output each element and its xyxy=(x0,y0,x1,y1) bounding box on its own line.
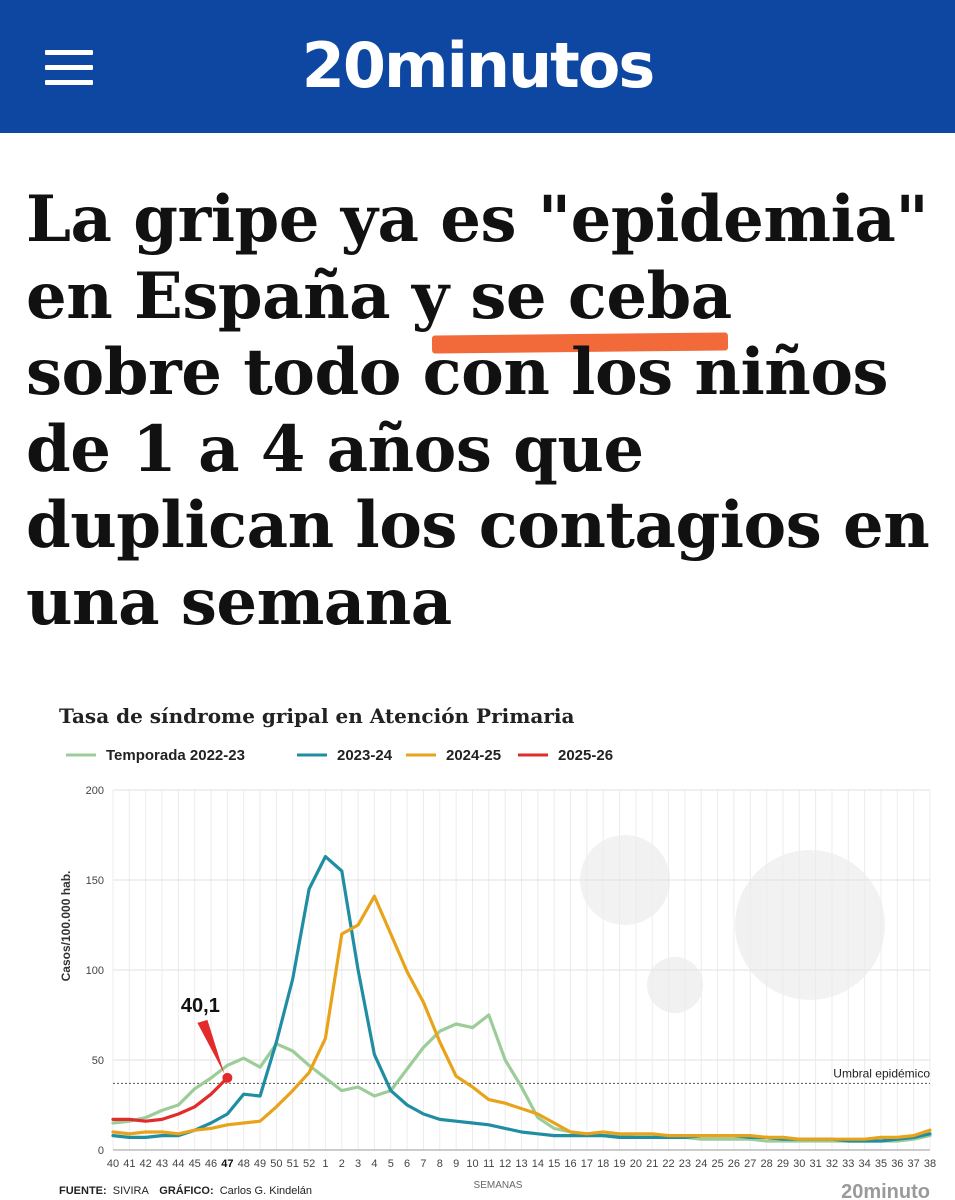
x-tick-label: 52 xyxy=(303,1158,315,1170)
x-tick-label: 43 xyxy=(156,1158,168,1170)
x-tick-label: 51 xyxy=(287,1158,299,1170)
x-tick-label: 34 xyxy=(859,1158,871,1170)
y-tick-label: 50 xyxy=(92,1055,104,1067)
x-tick-label: 29 xyxy=(777,1158,789,1170)
chart-title: Tasa de síndrome gripal en Atención Prim… xyxy=(59,704,574,728)
x-tick-label: 24 xyxy=(695,1158,707,1170)
virus-watermark-decoration xyxy=(580,835,885,1013)
y-tick-label: 0 xyxy=(98,1145,104,1157)
x-tick-label: 44 xyxy=(172,1158,184,1170)
headline-line: sobre todo con los niños xyxy=(26,335,889,410)
footer-source-label: FUENTE: xyxy=(59,1185,107,1197)
x-tick-label: 11 xyxy=(483,1158,494,1170)
x-tick-label: 32 xyxy=(826,1158,838,1170)
legend-label: 2023-24 xyxy=(337,747,393,764)
legend-label: 2025-26 xyxy=(558,747,613,764)
x-tick-label: 5 xyxy=(388,1158,394,1170)
chart-grid xyxy=(112,789,931,1151)
x-tick-label: 41 xyxy=(123,1158,135,1170)
article-headline: La gripe ya es "epidemia" en España y se… xyxy=(26,182,941,641)
chart-series xyxy=(111,855,932,1143)
x-tick-label: 50 xyxy=(270,1158,282,1170)
x-tick-label: 42 xyxy=(140,1158,152,1170)
x-tick-label: 9 xyxy=(453,1158,459,1170)
flu-rate-chart: Tasa de síndrome gripal en Atención Prim… xyxy=(59,704,936,1200)
x-tick-label: 45 xyxy=(189,1158,201,1170)
chart-legend: Temporada 2022-23 2023-24 2024-25 2025-26 xyxy=(66,747,613,764)
series-line xyxy=(111,894,932,1141)
x-tick-label: 40 xyxy=(107,1158,119,1170)
annotation-dot xyxy=(222,1072,233,1083)
x-tick-label: 22 xyxy=(662,1158,674,1170)
x-tick-label: 36 xyxy=(891,1158,903,1170)
x-tick-label: 26 xyxy=(728,1158,740,1170)
headline-line: en España y se ceba xyxy=(26,258,732,334)
x-tick-label: 3 xyxy=(355,1158,361,1170)
hamburger-menu-icon[interactable] xyxy=(45,50,93,86)
x-tick-label: 13 xyxy=(515,1158,527,1170)
legend-label: 2024-25 xyxy=(446,747,501,764)
annotation-arrow xyxy=(197,1019,225,1074)
x-tick-label: 10 xyxy=(466,1158,478,1170)
x-tick-label: 16 xyxy=(564,1158,576,1170)
x-tick-label: 6 xyxy=(404,1158,410,1170)
x-tick-label: 37 xyxy=(908,1158,920,1170)
x-axis: 40 41 42 43 44 45 46 47 48 49 50 51 52 1 2 3 4 5 6 7 8 9 10 11 1… xyxy=(107,1158,936,1170)
x-tick-label: 38 xyxy=(924,1158,936,1170)
x-tick-label: 20 xyxy=(630,1158,642,1170)
x-tick-label: 15 xyxy=(548,1158,560,1170)
y-axis: 0 50 100 150 200 xyxy=(86,785,104,1157)
x-tick-label: 30 xyxy=(793,1158,805,1170)
series-line xyxy=(111,1076,229,1123)
x-tick-label: 18 xyxy=(597,1158,609,1170)
x-tick-label: 21 xyxy=(646,1158,658,1170)
x-tick-label: 8 xyxy=(437,1158,443,1170)
x-tick-label: 27 xyxy=(744,1158,756,1170)
x-tick-label: 19 xyxy=(613,1158,625,1170)
headline-line: de 1 a 4 años que xyxy=(26,411,644,487)
x-tick-label: 49 xyxy=(254,1158,266,1170)
x-tick-label: 4 xyxy=(371,1158,377,1170)
x-tick-label: 7 xyxy=(420,1158,426,1170)
x-tick-label: 47 xyxy=(221,1158,233,1170)
legend-label: Temporada 2022-23 xyxy=(106,747,245,764)
x-tick-label: 48 xyxy=(238,1158,250,1170)
series-line xyxy=(111,1013,932,1143)
headline-line: duplican los contagios en xyxy=(26,488,930,563)
epidemic-threshold: Umbral epidémico xyxy=(113,1066,930,1084)
x-tick-label: 25 xyxy=(711,1158,723,1170)
x-tick-label: 46 xyxy=(205,1158,217,1170)
x-tick-label: 12 xyxy=(499,1158,511,1170)
x-tick-label: 35 xyxy=(875,1158,887,1170)
chart-footer: FUENTE: SIVIRA GRÁFICO: Carlos G. Kindel… xyxy=(59,1184,312,1197)
x-tick-label: 17 xyxy=(581,1158,593,1170)
x-axis-label: SEMANAS xyxy=(474,1180,523,1191)
y-tick-label: 100 xyxy=(86,965,104,977)
x-tick-label: 33 xyxy=(842,1158,854,1170)
x-tick-label: 14 xyxy=(532,1158,544,1170)
x-tick-label: 31 xyxy=(809,1158,821,1170)
x-tick-label: 23 xyxy=(679,1158,691,1170)
top-navigation-bar: 20minutos xyxy=(0,0,955,133)
chart-watermark-logo: 20minuto xyxy=(841,1181,930,1200)
annotation-value: 40,1 xyxy=(181,995,220,1017)
site-logo[interactable]: 20minutos xyxy=(301,29,656,102)
x-tick-label: 2 xyxy=(339,1158,345,1170)
footer-graphic: Carlos G. Kindelán xyxy=(220,1185,312,1197)
x-tick-label: 1 xyxy=(322,1158,328,1170)
y-axis-label: Casos/100.000 hab. xyxy=(59,871,73,982)
footer-graphic-label: GRÁFICO: xyxy=(159,1184,213,1197)
y-tick-label: 150 xyxy=(86,875,104,887)
x-tick-label: 28 xyxy=(760,1158,772,1170)
headline-line: La gripe ya es "epidemia" xyxy=(26,182,929,257)
chart-annotation: 40,1 xyxy=(181,995,233,1083)
y-tick-label: 200 xyxy=(86,785,104,797)
threshold-label: Umbral epidémico xyxy=(833,1066,930,1080)
headline-line: una semana xyxy=(26,564,452,640)
footer-source: SIVIRA xyxy=(113,1185,150,1197)
